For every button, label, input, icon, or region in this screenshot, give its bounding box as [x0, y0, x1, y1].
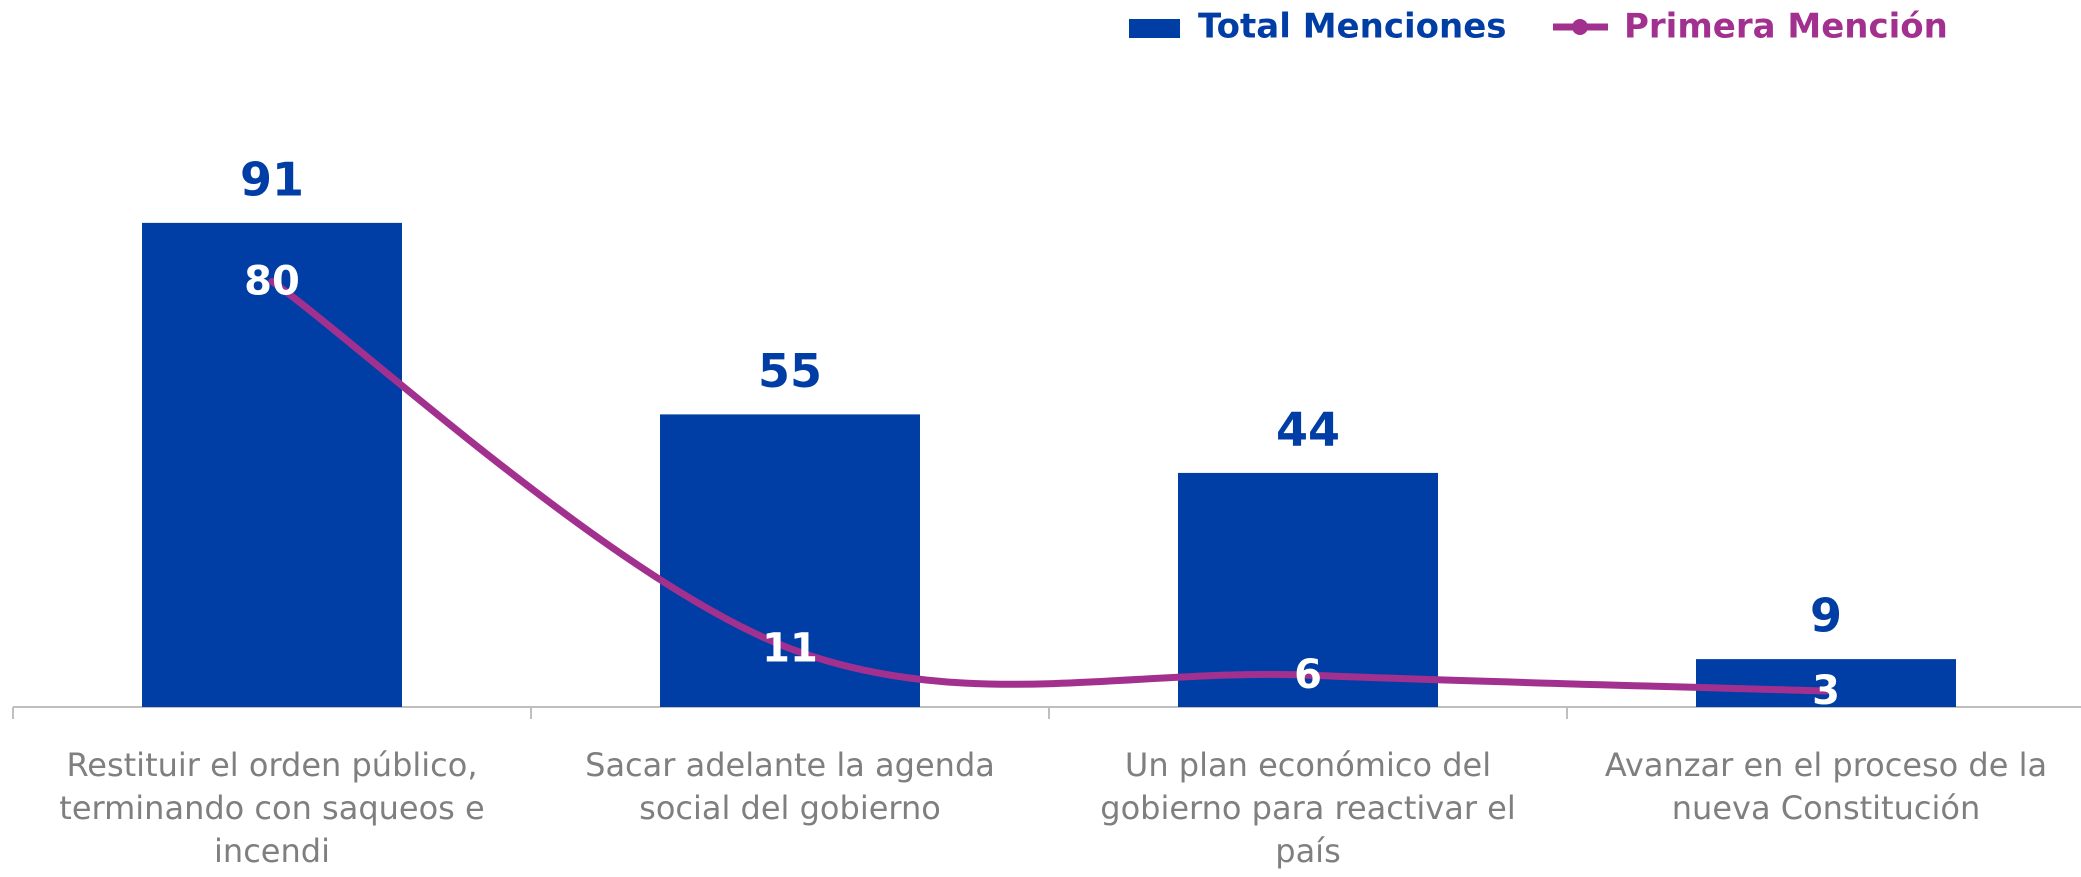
bar-value-label: 44: [1276, 402, 1340, 456]
bar-value-label: 9: [1810, 589, 1842, 643]
legend-swatch: [1129, 19, 1180, 38]
line: [268, 277, 1830, 695]
legend: Total Menciones Primera Mención: [1129, 7, 1948, 47]
bar-value-label: 55: [758, 344, 822, 398]
bar: [1696, 659, 1956, 707]
bar-value-label: 91: [240, 152, 304, 206]
legend-label: Primera Mención: [1624, 7, 1948, 47]
category-label: Restituir el orden público, terminando c…: [59, 746, 485, 870]
category-label: Sacar adelante la agenda social del gobi…: [585, 746, 995, 827]
legend-label: Total Menciones: [1198, 7, 1507, 47]
line-value-label: 6: [1294, 652, 1322, 698]
line-value-label: 3: [1812, 668, 1840, 714]
legend-marker: [1572, 19, 1588, 35]
category-label: Avanzar en el proceso de la nueva Consti…: [1604, 746, 2048, 827]
bar: [1178, 472, 1438, 707]
line-value-label: 80: [244, 258, 300, 304]
category-label: Un plan económico del gobierno para reac…: [1100, 746, 1516, 870]
bar: [142, 222, 402, 707]
bar: [660, 414, 920, 707]
line-value-label: 11: [762, 625, 818, 671]
